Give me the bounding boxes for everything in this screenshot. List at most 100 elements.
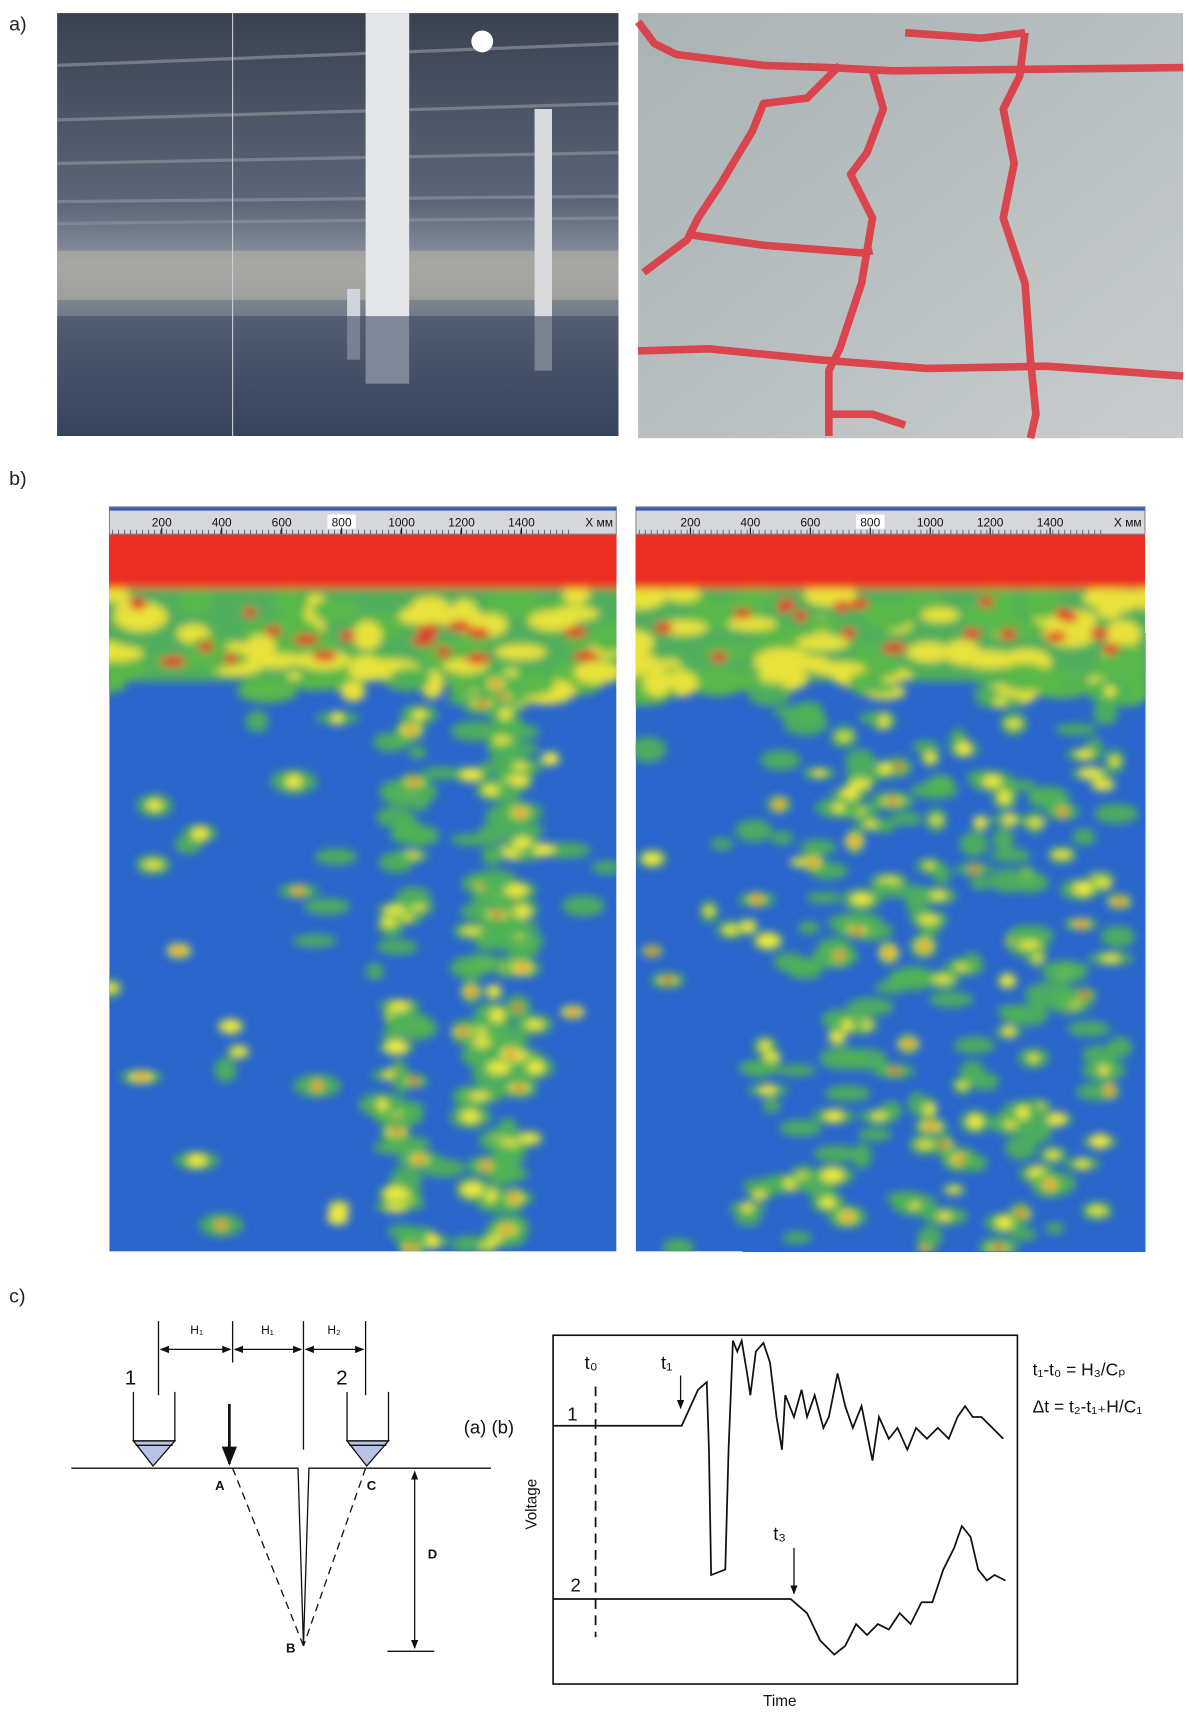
heatmap-blob xyxy=(647,947,657,955)
ruler-label: 1000 xyxy=(917,515,944,529)
heatmap-blob xyxy=(1000,973,1015,988)
heatmap-blob xyxy=(1028,1053,1039,1063)
heatmap-blob xyxy=(858,1127,892,1142)
heatmap-blob xyxy=(840,787,860,801)
heatmap-blob xyxy=(819,1196,836,1209)
heatmap-blob xyxy=(1055,678,1079,691)
heatmap-blob xyxy=(397,607,443,625)
heatmap-blob xyxy=(223,653,238,665)
heatmap-blob xyxy=(198,641,214,653)
heatmap-blob xyxy=(857,681,898,694)
heatmap-blob xyxy=(465,653,491,665)
heatmap-blob xyxy=(917,1225,943,1249)
photo-warehouse xyxy=(57,13,619,436)
heatmap-blob xyxy=(1047,962,1090,978)
heatmap-blob xyxy=(835,912,883,929)
heatmap-blob xyxy=(340,630,356,642)
heatmap-blob xyxy=(799,839,837,856)
heatmap-blob xyxy=(136,1073,146,1081)
heatmap-blob xyxy=(506,1051,516,1058)
heatmap-blob xyxy=(944,639,981,665)
heatmap-blob xyxy=(805,655,830,673)
heatmap-blob xyxy=(924,862,936,870)
heatmap-blob xyxy=(982,775,1002,788)
heatmap-blob xyxy=(265,625,282,637)
heatmap-blob xyxy=(403,1109,424,1123)
heatmap-blob xyxy=(109,655,145,682)
heatmap-blob xyxy=(327,1203,351,1213)
heatmap-blob xyxy=(889,1067,899,1075)
heatmap-blob xyxy=(109,983,120,993)
heatmap-blob xyxy=(848,655,902,679)
heatmap-blob xyxy=(285,774,303,789)
heatmap-blob xyxy=(759,1084,777,1096)
heatmap-blob xyxy=(915,1140,935,1149)
heatmap-blob xyxy=(501,821,545,840)
heatmap-blob xyxy=(841,627,856,639)
heatmap-blob xyxy=(733,608,752,620)
heatmap-blob xyxy=(415,1156,424,1163)
heatmap-blob xyxy=(486,1061,510,1075)
heatmap-blob xyxy=(509,1194,519,1201)
heatmap-blob xyxy=(130,596,145,608)
heatmap-blob xyxy=(1002,1025,1015,1038)
ruler-unit: X мм xyxy=(1114,515,1142,529)
heatmap-blob xyxy=(854,644,878,658)
heatmap-blob xyxy=(1021,588,1063,619)
heatmap-blob xyxy=(734,1211,762,1226)
heatmap-blob xyxy=(727,617,778,631)
heatmap-blob xyxy=(841,1019,854,1032)
heatmap-blob xyxy=(246,634,276,661)
heatmap-blob xyxy=(502,724,540,740)
heatmap-blob xyxy=(378,851,415,873)
heatmap-blob xyxy=(756,626,817,656)
heatmap-blob xyxy=(565,635,592,653)
heatmap-blob xyxy=(661,1238,695,1252)
heatmap-blob xyxy=(1051,850,1073,859)
heatmap-blob xyxy=(992,827,1015,852)
heatmap-blob xyxy=(956,1081,970,1089)
heatmap-blob xyxy=(997,790,1012,805)
heatmap-blob xyxy=(995,1215,1013,1230)
heatmap-blob xyxy=(495,644,547,660)
heatmap-blob xyxy=(1104,686,1116,697)
heatmap-blob xyxy=(722,671,763,692)
ruler xyxy=(108,506,617,535)
heatmap-blob xyxy=(1102,643,1120,655)
heatmap-blob xyxy=(654,622,673,634)
heatmap-blob xyxy=(735,819,773,842)
heatmap-blob xyxy=(1017,940,1041,950)
heatmap-blob xyxy=(109,587,131,602)
heatmap-blob xyxy=(835,733,854,740)
heatmap-blob xyxy=(573,650,600,662)
heatmap-blob xyxy=(460,1182,485,1197)
ruler-label: 200 xyxy=(680,515,700,529)
heatmap-blob xyxy=(525,1019,544,1030)
heatmap-blob xyxy=(491,680,501,687)
heatmap-blob xyxy=(409,778,419,786)
heatmap-blob xyxy=(273,587,309,617)
heatmap-blob xyxy=(416,624,441,636)
heatmap-blob xyxy=(845,748,876,775)
heatmap-blob xyxy=(907,1092,926,1116)
heatmap-blob xyxy=(312,1082,322,1090)
trace-label: 2 xyxy=(571,1574,581,1595)
heatmap-blob xyxy=(498,782,520,807)
heatmap-blob xyxy=(383,905,406,915)
heatmap-blob xyxy=(1091,660,1145,676)
heatmap-blob xyxy=(871,1111,887,1121)
heatmap-blob xyxy=(1067,1021,1111,1037)
heatmap-blob xyxy=(776,1064,817,1077)
heatmap-blob xyxy=(216,1221,226,1229)
heatmap-blob xyxy=(408,745,427,760)
heatmap-blob xyxy=(109,645,144,662)
heatmap-blob xyxy=(331,711,344,726)
spacing-label: H₁ xyxy=(261,1323,274,1337)
heatmap-blob xyxy=(710,838,734,851)
heatmap-blob xyxy=(1005,719,1022,728)
heatmap-blob xyxy=(1093,803,1139,824)
x-axis-label: Time xyxy=(763,1693,796,1710)
heatmap-blob xyxy=(459,767,483,782)
heatmap-blobs xyxy=(635,534,1145,1252)
